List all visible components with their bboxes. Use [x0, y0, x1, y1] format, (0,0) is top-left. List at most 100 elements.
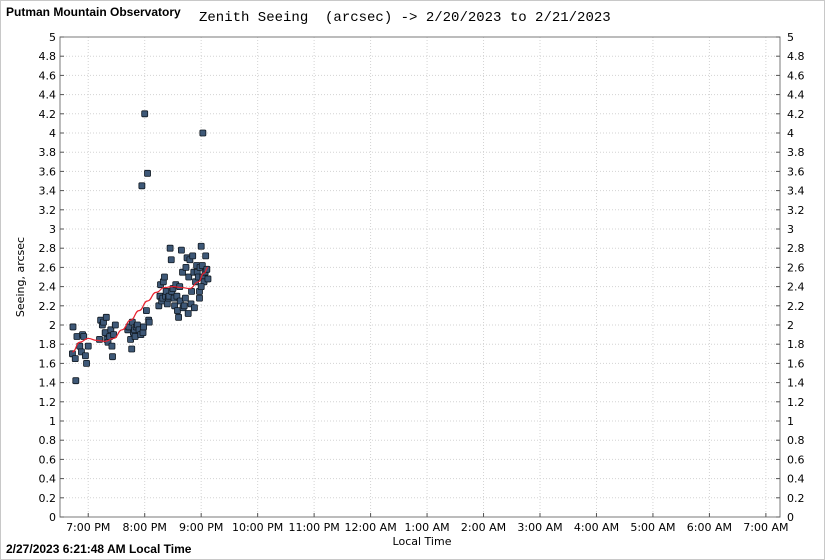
data-point	[73, 333, 81, 340]
y-tick-label: 1.8	[39, 338, 57, 351]
x-tick-label: 4:00 AM	[574, 521, 619, 534]
x-tick-label: 8:00 PM	[123, 521, 167, 534]
plot-area	[59, 36, 781, 518]
y-tick-label: 2.4	[39, 281, 57, 294]
y-tick-label-right: 3.2	[787, 204, 805, 217]
y-tick-label: 3.2	[39, 204, 57, 217]
y-axis-title: Seeing, arcsec	[14, 237, 27, 317]
y-tick-label-right: 1.6	[787, 357, 805, 370]
data-point	[111, 321, 119, 329]
y-tick-label: 5	[49, 31, 56, 44]
x-tick-label: 6:00 AM	[687, 521, 732, 534]
data-point	[188, 287, 195, 295]
x-axis-title: Local Time	[393, 535, 452, 548]
data-point	[202, 252, 210, 260]
data-point	[181, 294, 189, 302]
y-tick-label-right: 2.2	[787, 300, 805, 313]
data-point	[204, 275, 212, 283]
y-tick-label-right: 0.4	[787, 473, 805, 486]
y-tick-label-right: 3.8	[787, 146, 805, 159]
y-tick-label: 0.8	[39, 434, 57, 447]
axis-ticks: 0 0 0.2 0.2 0.4 0.4 0.6 0.6 0.8 0.8 1 1 1.2 1.2 1.4 1.4…	[39, 31, 805, 534]
y-tick-label-right: 2	[787, 319, 794, 332]
data-point	[108, 342, 116, 350]
y-tick-label: 1.4	[39, 377, 57, 390]
data-point	[139, 329, 147, 337]
data-point	[184, 310, 192, 317]
y-tick-label: 3	[49, 223, 56, 236]
data-point	[196, 294, 203, 302]
data-point	[174, 307, 181, 315]
y-tick-label-right: 0.8	[787, 434, 805, 447]
data-point	[142, 307, 150, 315]
y-tick-label: 3.4	[39, 185, 57, 198]
x-tick-label: 1:00 AM	[404, 521, 449, 534]
data-point	[166, 244, 174, 252]
y-tick-label-right: 4.4	[787, 89, 805, 102]
y-tick-label-right: 0.2	[787, 492, 805, 505]
y-tick-label-right: 0.6	[787, 453, 805, 466]
trend-line	[72, 266, 209, 353]
x-tick-label: 7:00 PM	[66, 521, 110, 534]
data-point	[110, 331, 118, 339]
data-point	[131, 333, 139, 340]
y-tick-label: 4	[49, 127, 56, 140]
data-point	[83, 359, 90, 367]
y-tick-label: 0.6	[39, 453, 57, 466]
data-point	[145, 318, 153, 326]
data-point	[140, 323, 147, 331]
y-tick-label: 0.2	[39, 492, 57, 505]
y-tick-label-right: 1.4	[787, 377, 805, 390]
y-tick-label-right: 2.6	[787, 261, 805, 274]
data-point	[69, 323, 77, 331]
data-point	[175, 313, 182, 321]
x-tick-label: 7:00 AM	[743, 521, 788, 534]
y-tick-label-right: 3.4	[787, 185, 805, 198]
y-tick-label: 4.2	[39, 108, 57, 121]
data-point	[185, 273, 193, 281]
data-point	[167, 256, 175, 264]
y-tick-label-right: 2.8	[787, 242, 805, 255]
y-tick-label-right: 1	[787, 415, 794, 428]
data-point	[72, 377, 80, 385]
x-tick-label: 10:00 PM	[232, 521, 283, 534]
data-point	[190, 304, 198, 312]
y-tick-label: 1	[49, 415, 56, 428]
y-tick-label: 1.6	[39, 357, 57, 370]
data-point	[71, 355, 79, 363]
y-tick-label-right: 1.2	[787, 396, 805, 409]
x-tick-label: 9:00 PM	[179, 521, 223, 534]
y-tick-label: 2	[49, 319, 56, 332]
y-tick-label: 4.6	[39, 69, 57, 82]
y-tick-label: 3.8	[39, 146, 57, 159]
data-points	[69, 110, 212, 385]
y-tick-label-right: 1.8	[787, 338, 805, 351]
y-tick-label-right: 2.4	[787, 281, 805, 294]
x-tick-label: 3:00 AM	[517, 521, 562, 534]
y-tick-label: 2.8	[39, 242, 57, 255]
data-point	[82, 352, 89, 360]
grid-lines	[60, 36, 780, 518]
data-point	[144, 169, 151, 177]
data-point	[109, 353, 116, 361]
y-tick-label: 1.2	[39, 396, 57, 409]
y-tick-label: 3.6	[39, 165, 57, 178]
data-point	[138, 182, 146, 190]
y-tick-label-right: 4.8	[787, 50, 805, 63]
data-point	[163, 300, 171, 308]
data-point	[197, 242, 205, 250]
data-point	[178, 246, 185, 254]
data-point	[197, 283, 205, 291]
y-tick-label-right: 4.6	[787, 69, 805, 82]
data-point	[182, 263, 190, 271]
data-point	[199, 129, 207, 137]
observatory-name: Putman Mountain Observatory	[6, 5, 181, 19]
data-point	[180, 302, 188, 310]
footer-timestamp: 2/27/2023 6:21:48 AM Local Time	[6, 542, 192, 556]
y-tick-label: 4.4	[39, 89, 57, 102]
y-tick-label: 0	[49, 511, 56, 524]
y-tick-label: 0.4	[39, 473, 57, 486]
y-tick-label-right: 0	[787, 511, 794, 524]
y-tick-label-right: 5	[787, 31, 794, 44]
